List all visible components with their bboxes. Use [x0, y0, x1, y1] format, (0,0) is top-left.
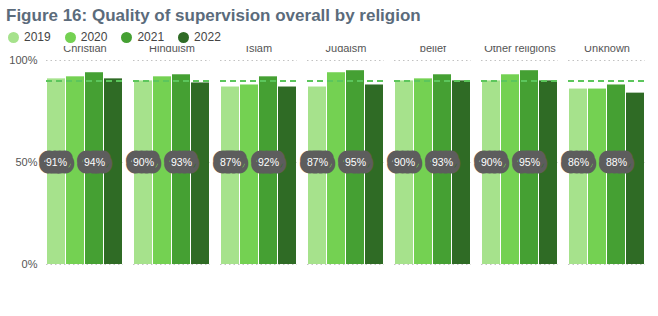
svg-text:91%: 91%: [46, 156, 67, 168]
svg-text:87%: 87%: [220, 156, 241, 168]
svg-text:87%: 87%: [307, 156, 328, 168]
svg-text:86%: 86%: [568, 156, 589, 168]
svg-text:Hinduism: Hinduism: [149, 46, 195, 54]
html-text:2021: 2021: [137, 30, 165, 44]
svg-text:Islam: Islam: [246, 46, 272, 54]
svg-text:Judaism: Judaism: [326, 46, 367, 54]
svg-text:95%: 95%: [519, 156, 540, 168]
svg-text:Other religions: Other religions: [484, 46, 556, 54]
svg-text:90%: 90%: [481, 156, 502, 168]
svg-text:50%: 50%: [15, 156, 37, 168]
svg-text:Christian: Christian: [63, 46, 106, 54]
svg-text:94%: 94%: [84, 156, 105, 168]
svg-text:Unknown: Unknown: [584, 46, 630, 54]
html-text:2020: 2020: [80, 30, 108, 44]
svg-text:100%: 100%: [9, 54, 37, 66]
svg-text:92%: 92%: [258, 156, 279, 168]
svg-text:90%: 90%: [133, 156, 154, 168]
svg-text:90%: 90%: [394, 156, 415, 168]
svg-text:88%: 88%: [606, 156, 627, 168]
svg-text:No religiousbelief: No religiousbelief: [404, 46, 463, 54]
svg-text:93%: 93%: [432, 156, 453, 168]
html-text:2022: 2022: [194, 30, 221, 44]
svg-text:95%: 95%: [345, 156, 366, 168]
html-text:Figure 16: Quality of supervis: Figure 16: Quality of supervision overal…: [6, 6, 421, 25]
svg-text:0%: 0%: [22, 258, 38, 270]
html-text:2019: 2019: [24, 30, 51, 44]
svg-text:93%: 93%: [171, 156, 192, 168]
